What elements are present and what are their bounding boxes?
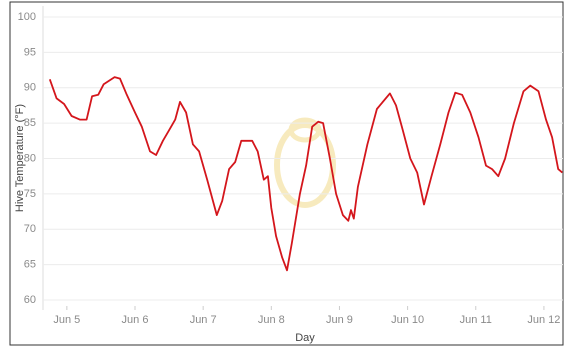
- x-tick-label: Jun 11: [460, 314, 492, 326]
- y-tick-label: 75: [24, 188, 36, 200]
- x-tick-label: Jun 10: [391, 314, 424, 326]
- y-tick-label: 80: [24, 152, 36, 164]
- y-axis-title: Hive Temperature (°F): [14, 104, 26, 212]
- watermark: [274, 117, 336, 208]
- x-tick-label: Jun 7: [190, 314, 217, 326]
- watermark-head: [288, 117, 322, 143]
- x-tick-label: Jun 5: [53, 314, 80, 326]
- frame: [9, 1, 564, 346]
- y-tick-label: 60: [24, 294, 36, 306]
- y-tick-label: 100: [18, 11, 36, 23]
- x-tick-label: Jun 12: [527, 314, 560, 326]
- y-tick-label: 90: [24, 82, 36, 94]
- watermark-body: [274, 122, 336, 208]
- y-tick-label: 95: [24, 46, 36, 58]
- x-tick-label: Jun 6: [122, 314, 149, 326]
- x-axis-title: Day: [295, 332, 315, 344]
- x-tick-label: Jun 9: [326, 314, 353, 326]
- y-tick-label: 85: [24, 117, 36, 129]
- y-tick-label: 65: [24, 259, 36, 271]
- y-tick-label: 70: [24, 223, 36, 235]
- data-line: [48, 76, 563, 272]
- x-tick-label: Jun 8: [258, 314, 285, 326]
